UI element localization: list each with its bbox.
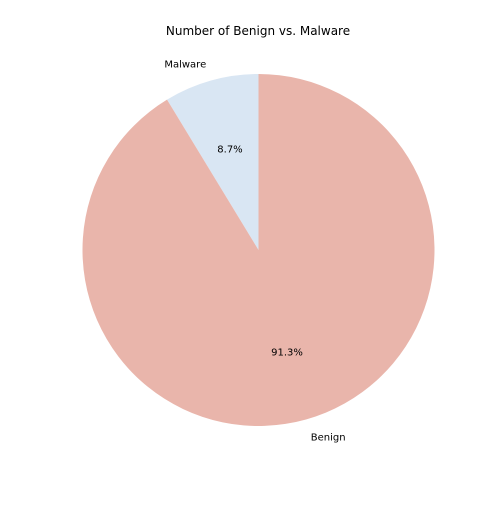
slice-percent-malware: 8.7% xyxy=(217,144,242,155)
slice-label-benign: Benign xyxy=(311,432,346,443)
slice-percent-benign: 91.3% xyxy=(271,348,303,359)
slice-label-malware: Malware xyxy=(164,60,206,71)
chart-title: Number of Benign vs. Malware xyxy=(166,24,350,38)
pie-labels: Malware 8.7% Benign 91.3% xyxy=(164,60,345,444)
pie-slice-malware xyxy=(167,74,259,250)
pie-slices xyxy=(82,74,435,427)
pie-slice-benign xyxy=(82,74,435,427)
